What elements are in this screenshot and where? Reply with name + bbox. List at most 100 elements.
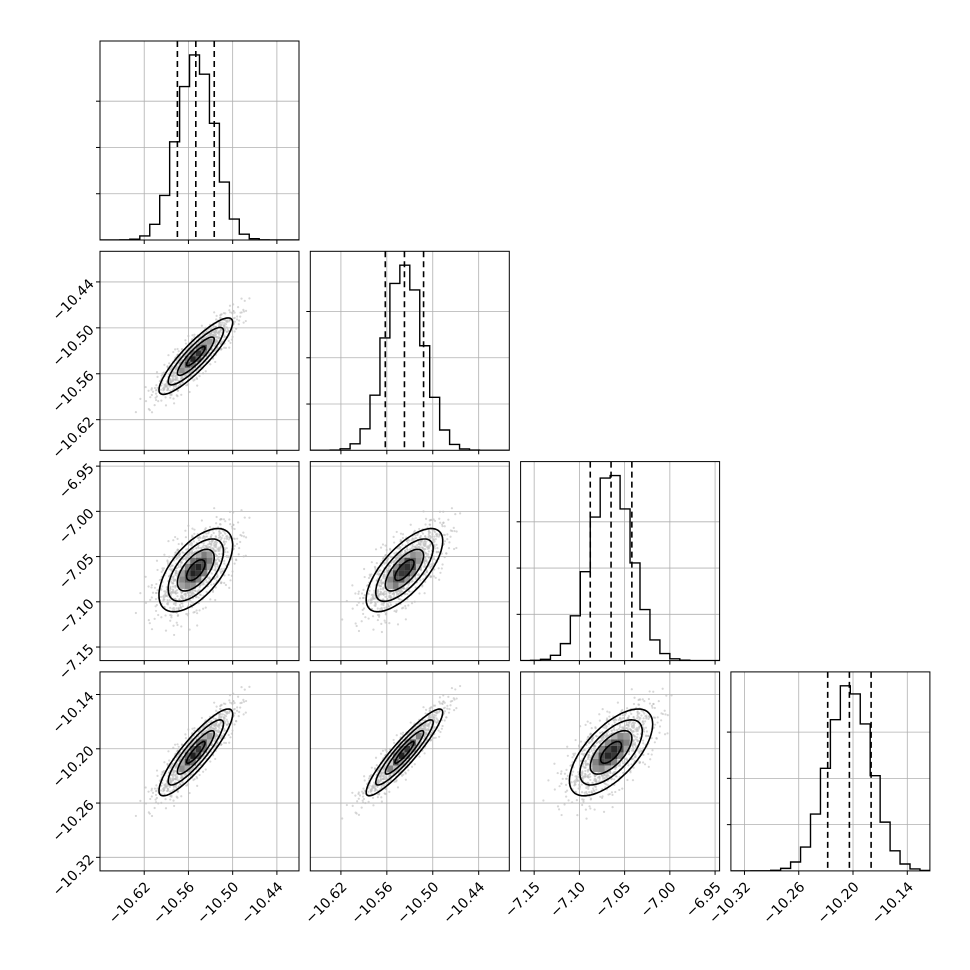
panel-content bbox=[100, 251, 299, 451]
sample-point bbox=[232, 309, 235, 313]
sample-point bbox=[162, 567, 166, 570]
sample-point bbox=[227, 573, 230, 577]
sample-point bbox=[351, 584, 354, 587]
sample-point bbox=[424, 580, 427, 584]
density-cell bbox=[387, 576, 393, 583]
sample-point bbox=[432, 518, 435, 521]
sample-point bbox=[188, 543, 192, 546]
sample-point bbox=[215, 705, 218, 708]
sample-point bbox=[399, 532, 403, 535]
sample-point bbox=[387, 567, 390, 570]
sample-point bbox=[190, 544, 193, 547]
sample-point bbox=[369, 575, 372, 578]
sample-point bbox=[237, 553, 240, 556]
sample-point bbox=[406, 593, 409, 596]
sample-point bbox=[154, 609, 158, 613]
sample-point bbox=[242, 713, 245, 716]
sample-point bbox=[217, 332, 220, 335]
sample-point bbox=[224, 532, 227, 535]
sample-point bbox=[373, 589, 376, 592]
sample-point bbox=[429, 566, 432, 570]
sample-point bbox=[361, 608, 364, 611]
contour-line bbox=[394, 559, 415, 582]
sample-point bbox=[161, 382, 164, 385]
sample-point bbox=[423, 592, 426, 595]
sample-point bbox=[221, 321, 224, 324]
sample-point bbox=[221, 570, 224, 573]
y-tick-label: −7.05 bbox=[56, 551, 98, 593]
sample-point bbox=[193, 532, 196, 535]
sample-point bbox=[455, 530, 458, 533]
sample-point bbox=[237, 323, 240, 326]
sample-point bbox=[414, 586, 417, 589]
panel-content bbox=[100, 671, 299, 871]
sample-point bbox=[202, 607, 205, 610]
scatter-panel-1-0: −10.62−10.56−10.50−10.44 bbox=[50, 250, 300, 462]
sample-point bbox=[183, 374, 186, 377]
sample-point bbox=[242, 321, 245, 324]
sample-point bbox=[189, 541, 192, 544]
sample-point bbox=[166, 787, 170, 791]
sample-point bbox=[357, 592, 360, 595]
sample-point bbox=[174, 765, 178, 768]
sample-point bbox=[434, 576, 437, 579]
density-cell bbox=[398, 582, 405, 589]
contour-line bbox=[185, 345, 206, 367]
sample-point bbox=[161, 585, 164, 588]
sample-point bbox=[376, 607, 379, 610]
sample-point bbox=[407, 583, 410, 586]
sample-point bbox=[214, 559, 218, 562]
sample-point bbox=[150, 596, 153, 599]
sample-point bbox=[171, 588, 174, 591]
sample-point bbox=[195, 609, 198, 612]
sample-point bbox=[212, 542, 216, 545]
sample-point bbox=[362, 612, 365, 616]
sample-point bbox=[225, 711, 228, 714]
sample-point bbox=[174, 377, 178, 380]
sample-point bbox=[155, 559, 159, 562]
sample-point bbox=[225, 535, 228, 538]
density-cell bbox=[184, 356, 191, 362]
sample-point bbox=[233, 701, 236, 705]
sample-point bbox=[202, 332, 205, 335]
sample-point bbox=[216, 575, 219, 578]
sample-point bbox=[174, 374, 177, 378]
sample-point bbox=[379, 590, 382, 593]
sample-point bbox=[182, 551, 185, 554]
sample-point bbox=[151, 791, 155, 794]
sample-point bbox=[433, 519, 437, 523]
sample-point bbox=[433, 547, 436, 550]
sample-point bbox=[358, 597, 362, 600]
sample-point bbox=[164, 396, 167, 399]
sample-point bbox=[178, 603, 182, 607]
sample-point bbox=[178, 382, 182, 385]
sample-point bbox=[168, 362, 171, 365]
sample-point bbox=[380, 582, 383, 585]
sample-point bbox=[389, 596, 392, 599]
sample-point bbox=[202, 544, 205, 547]
sample-point bbox=[395, 609, 398, 612]
sample-point bbox=[401, 536, 404, 540]
density-cell bbox=[404, 576, 411, 583]
density-cell bbox=[392, 563, 399, 571]
sample-point bbox=[150, 586, 153, 589]
density-cell bbox=[415, 557, 422, 564]
sample-point bbox=[228, 694, 232, 697]
sample-point bbox=[153, 404, 156, 407]
sample-point bbox=[240, 534, 243, 537]
sample-point bbox=[427, 535, 430, 539]
sample-point bbox=[175, 621, 178, 624]
sample-point bbox=[172, 350, 175, 354]
sample-point bbox=[223, 537, 226, 540]
sample-point bbox=[160, 374, 163, 377]
sample-point bbox=[244, 699, 248, 703]
sample-point bbox=[381, 608, 384, 611]
sample-point bbox=[369, 598, 372, 601]
sample-point bbox=[184, 597, 187, 600]
sample-point bbox=[236, 521, 240, 524]
sample-point bbox=[407, 590, 410, 593]
sample-point bbox=[388, 594, 391, 597]
sample-point bbox=[193, 333, 196, 336]
sample-point bbox=[380, 603, 383, 606]
sample-point bbox=[176, 743, 179, 746]
